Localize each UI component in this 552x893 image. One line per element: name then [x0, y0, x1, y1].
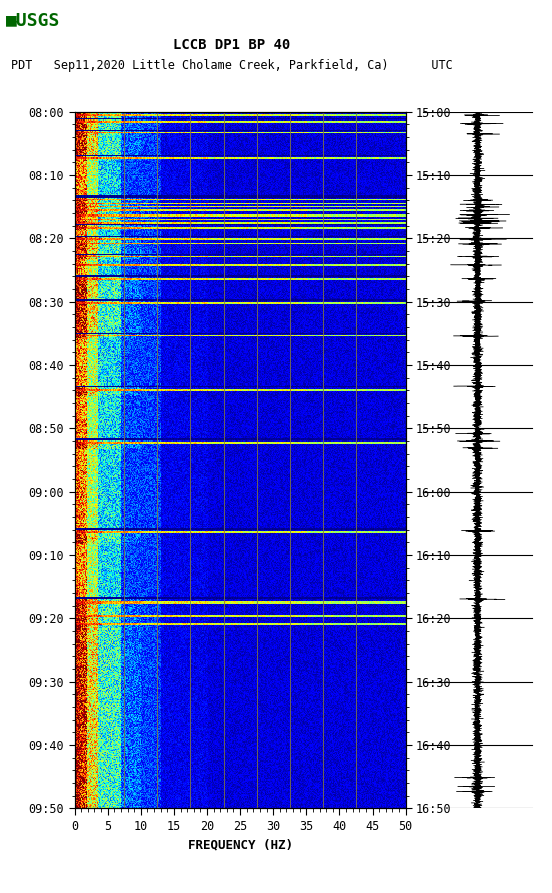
Text: ■USGS: ■USGS	[6, 12, 60, 29]
Text: PDT   Sep11,2020 Little Cholame Creek, Parkfield, Ca)      UTC: PDT Sep11,2020 Little Cholame Creek, Par…	[11, 59, 453, 71]
X-axis label: FREQUENCY (HZ): FREQUENCY (HZ)	[188, 839, 293, 852]
Text: LCCB DP1 BP 40: LCCB DP1 BP 40	[173, 38, 290, 52]
